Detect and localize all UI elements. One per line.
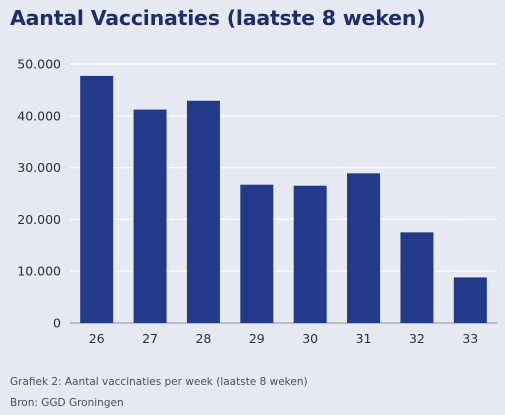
x-tick-label: 33	[462, 331, 478, 346]
bar-week-28	[186, 100, 220, 323]
chart-source: Bron: GGD Groningen	[10, 397, 124, 409]
x-tick-label: 31	[356, 331, 372, 346]
y-tick-label: 50.000	[17, 57, 61, 72]
x-tick-label: 27	[142, 331, 158, 346]
chart-caption: Grafiek 2: Aantal vaccinaties per week (…	[10, 376, 308, 388]
y-tick-label: 20.000	[17, 212, 61, 227]
chart-title: Aantal Vaccinaties (laatste 8 weken)	[10, 6, 426, 30]
bar-week-29	[240, 184, 274, 323]
x-axis-ticks: 26 27 28 29 30 31 32 33	[89, 331, 479, 346]
bar-week-31	[347, 173, 381, 323]
y-tick-label: 30.000	[17, 160, 61, 175]
bar-week-32	[400, 232, 434, 323]
x-tick-label: 29	[249, 331, 265, 346]
y-tick-label: 40.000	[17, 108, 61, 123]
x-tick-label: 28	[195, 331, 211, 346]
x-tick-label: 26	[89, 331, 105, 346]
bar-week-33	[453, 277, 487, 323]
bar-week-30	[293, 185, 327, 323]
bar-week-26	[80, 75, 114, 323]
y-axis-ticks: 0 10.000 20.000 30.000 40.000 50.000	[17, 57, 61, 331]
x-tick-label: 30	[302, 331, 318, 346]
bars	[80, 75, 487, 323]
y-tick-label: 0	[53, 316, 61, 331]
y-tick-label: 10.000	[17, 264, 61, 279]
bar-week-27	[133, 109, 167, 323]
x-tick-label: 32	[409, 331, 425, 346]
